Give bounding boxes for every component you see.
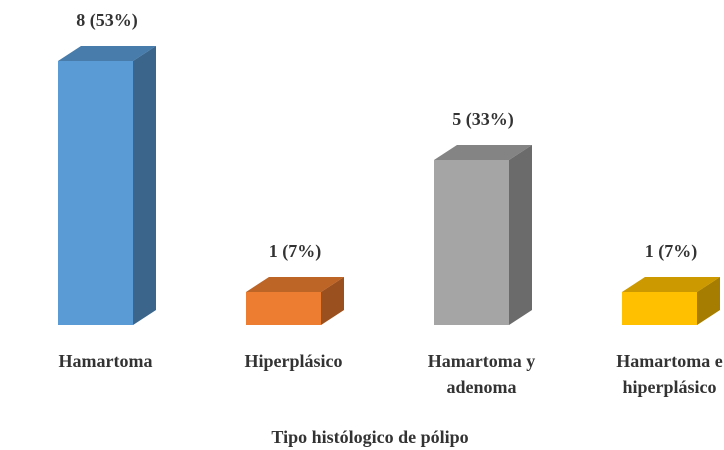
bar-front: [434, 160, 509, 325]
data-label: 1 (7%): [269, 241, 322, 262]
x-tick-label: Hiperplásico: [244, 351, 343, 371]
bar-side-shade: [133, 46, 156, 325]
bar-side-shade: [509, 145, 532, 325]
bar-top-shade: [58, 46, 156, 61]
bar-top-shade: [434, 145, 532, 160]
bar-top-shade: [246, 277, 344, 292]
bar-top: [58, 46, 156, 61]
bar-front: [622, 292, 697, 325]
data-label: 5 (33%): [452, 109, 514, 130]
data-label: 1 (7%): [645, 241, 698, 262]
x-tick-label: Hamartoma y adenoma: [427, 351, 536, 397]
bar-front: [58, 61, 133, 325]
bar-side: [697, 277, 720, 325]
x-axis-title: Tipo histólogico de pólipo: [271, 427, 468, 447]
bar-side-shade: [321, 277, 344, 325]
bar-top: [246, 277, 344, 292]
bar: [58, 46, 156, 325]
data-label: 8 (53%): [76, 10, 138, 31]
bar-side: [133, 46, 156, 325]
bar: [622, 277, 720, 325]
bar-top-shade: [622, 277, 720, 292]
bar-side: [321, 277, 344, 325]
bar-top: [622, 277, 720, 292]
bar-side-shade: [697, 277, 720, 325]
bar: [246, 277, 344, 325]
x-tick-label: Hamartoma e hiperplásico: [616, 351, 723, 397]
bar-top: [434, 145, 532, 160]
bar: [434, 145, 532, 325]
x-tick-label: Hamartoma: [58, 351, 153, 371]
bar-side: [509, 145, 532, 325]
bar-front: [246, 292, 321, 325]
